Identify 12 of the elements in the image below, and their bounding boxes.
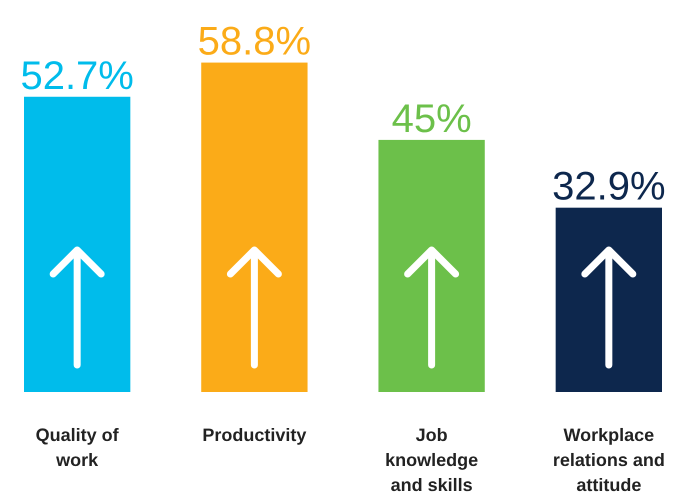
bar [378,140,485,392]
data-label: 45% [392,96,472,141]
data-label: 52.7% [20,54,134,98]
x-tick-label: Productivity [202,425,306,445]
x-tick-label: Workplace relations and attitude [552,425,665,495]
bar [556,208,662,392]
bar [24,96,130,392]
x-tick-label: Quality of work [36,425,120,470]
data-label: 32.9% [552,164,666,209]
x-tick-label: Job knowledge and skills [385,425,478,495]
bar [201,62,308,392]
data-label: 58.8% [198,20,312,64]
